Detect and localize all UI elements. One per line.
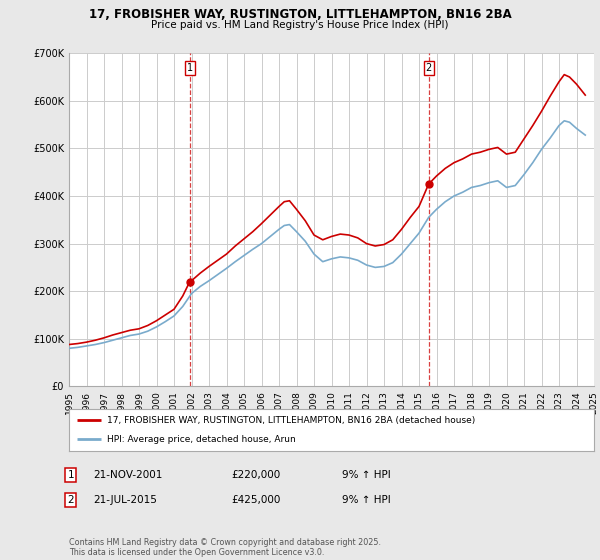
Text: 2: 2 xyxy=(67,495,74,505)
Text: Price paid vs. HM Land Registry's House Price Index (HPI): Price paid vs. HM Land Registry's House … xyxy=(151,20,449,30)
Text: 17, FROBISHER WAY, RUSTINGTON, LITTLEHAMPTON, BN16 2BA: 17, FROBISHER WAY, RUSTINGTON, LITTLEHAM… xyxy=(89,8,511,21)
Text: 9% ↑ HPI: 9% ↑ HPI xyxy=(342,495,391,505)
Text: £220,000: £220,000 xyxy=(231,470,280,480)
Text: 17, FROBISHER WAY, RUSTINGTON, LITTLEHAMPTON, BN16 2BA (detached house): 17, FROBISHER WAY, RUSTINGTON, LITTLEHAM… xyxy=(107,416,475,424)
Text: 9% ↑ HPI: 9% ↑ HPI xyxy=(342,470,391,480)
Text: HPI: Average price, detached house, Arun: HPI: Average price, detached house, Arun xyxy=(107,435,296,444)
Text: 1: 1 xyxy=(187,63,193,73)
Text: £425,000: £425,000 xyxy=(231,495,280,505)
Text: 1: 1 xyxy=(67,470,74,480)
Text: Contains HM Land Registry data © Crown copyright and database right 2025.
This d: Contains HM Land Registry data © Crown c… xyxy=(69,538,381,557)
Text: 2: 2 xyxy=(425,63,432,73)
Text: 21-NOV-2001: 21-NOV-2001 xyxy=(93,470,163,480)
Text: 21-JUL-2015: 21-JUL-2015 xyxy=(93,495,157,505)
